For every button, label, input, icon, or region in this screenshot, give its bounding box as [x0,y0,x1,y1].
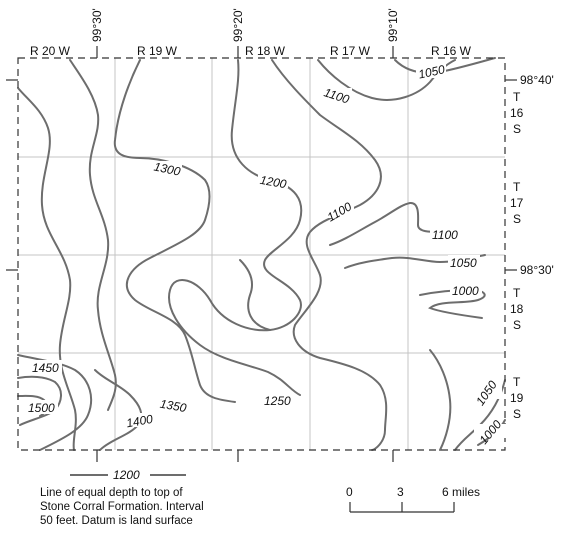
svg-text:1200: 1200 [259,173,288,191]
range-label: R 16 W [431,44,472,58]
svg-text:T: T [513,286,521,300]
contour-label: 1100 [324,199,354,224]
township-label: T 17 S [510,180,524,226]
svg-text:1250: 1250 [264,394,291,408]
contour-label: 1450 [30,360,62,375]
contour-label: 1350 [158,397,190,415]
legend-line: Stone Corral Formation. Interval [40,501,204,513]
contour-lines [17,57,506,451]
svg-text:1350: 1350 [159,397,188,415]
svg-text:1050: 1050 [450,256,477,270]
svg-text:1500: 1500 [28,401,55,415]
svg-text:1100: 1100 [325,199,355,224]
svg-text:1300: 1300 [153,159,182,178]
contour-label: 1100 [322,85,352,107]
contour-label: 1000 [450,283,482,298]
contour-label: 1400 [124,412,156,430]
contour-label: 1050 [448,255,480,270]
scale-tick-label: 0 [346,485,353,499]
contour-label: 1100 [430,227,462,242]
svg-text:1050: 1050 [417,62,446,81]
svg-text:17: 17 [510,196,524,210]
latitude-label: 98°40' [520,73,554,87]
svg-text:T: T [513,180,521,194]
svg-text:S: S [513,407,521,421]
contour-label: 1500 [26,400,58,415]
svg-text:1400: 1400 [125,412,154,430]
contour-label: 1050 [416,62,446,82]
range-label: R 18 W [245,44,286,58]
legend-description: Line of equal depth to top of Stone Corr… [40,486,204,528]
scale-tick-label: 6 miles [442,485,480,499]
contour-label: 1300 [152,159,182,179]
svg-text:19: 19 [510,391,524,405]
contour-label: 1250 [262,393,294,408]
svg-text:1000: 1000 [452,284,479,298]
svg-text:1100: 1100 [432,228,458,242]
contour-label: 1000 [474,417,506,447]
tick-marks [6,46,517,462]
longitude-label: 99°20' [231,8,245,42]
township-label: T 18 S [510,286,524,332]
svg-text:16: 16 [510,106,524,120]
latitude-label: 98°30' [520,263,554,277]
range-label: R 19 W [137,44,178,58]
contour-labels: 1050 1100 1300 1200 1100 1100 1050 1000 … [26,62,506,447]
svg-text:T: T [513,90,521,104]
svg-text:T: T [513,375,521,389]
legend-sample: 1200 [70,468,186,482]
scale-bar [349,502,455,513]
svg-text:1450: 1450 [32,361,59,375]
svg-text:S: S [513,212,521,226]
township-label: T 19 S [510,375,524,421]
longitude-label: 99°10' [386,8,400,42]
township-label: T 16 S [510,90,524,136]
legend-sample-label: 1200 [113,468,140,482]
contour-label: 1200 [258,173,288,191]
range-label: R 20 W [30,44,71,58]
map-border [17,57,506,451]
legend-line: 50 feet. Datum is land surface [40,515,193,527]
svg-text:S: S [513,318,521,332]
svg-text:18: 18 [510,302,524,316]
scale-tick-label: 3 [397,485,404,499]
longitude-label: 99°30' [90,8,104,42]
contour-label: 1050 [470,378,502,408]
legend-line: Line of equal depth to top of [40,487,183,499]
grid-lines [18,58,505,450]
range-label: R 17 W [330,44,371,58]
svg-text:S: S [513,122,521,136]
